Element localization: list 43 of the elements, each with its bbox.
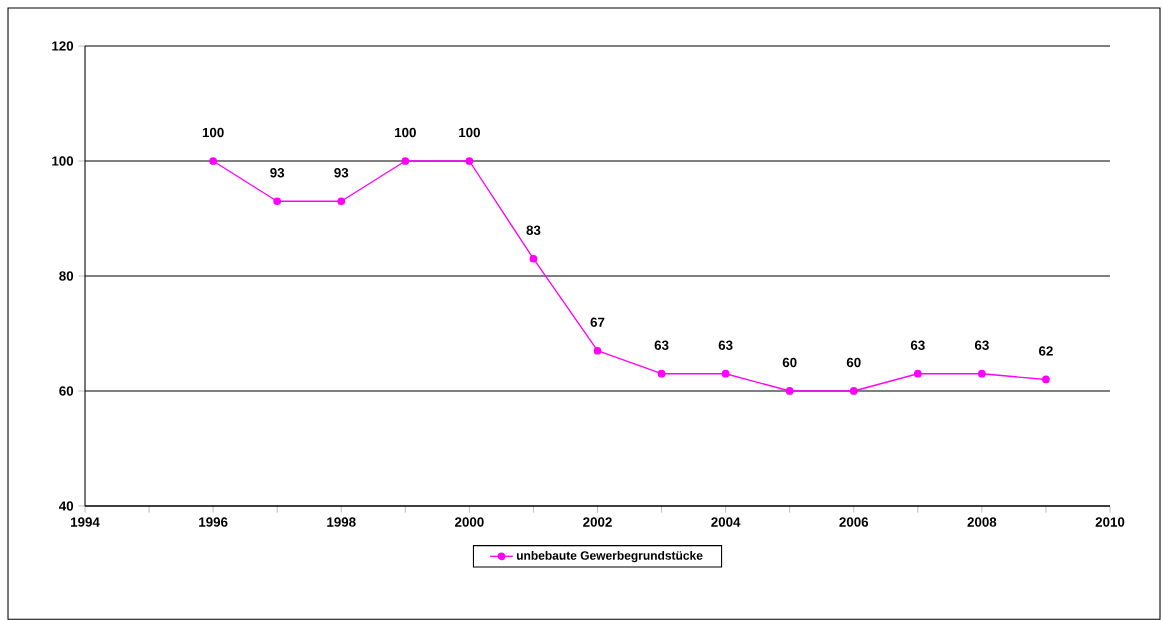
point	[593, 346, 602, 355]
x-tick-label: 2002	[583, 517, 612, 527]
x-tick-label: 2000	[455, 517, 484, 527]
point	[401, 157, 410, 165]
point	[721, 369, 730, 378]
data-label: 100	[459, 127, 480, 138]
point	[978, 369, 986, 378]
point	[913, 369, 922, 378]
data-label: 100	[202, 127, 224, 138]
y-tick-label: 60	[59, 386, 74, 396]
point	[273, 197, 282, 206]
point	[1042, 375, 1050, 384]
point	[529, 254, 538, 263]
point	[849, 387, 858, 395]
x-tick-label: 2008	[967, 517, 997, 527]
data-label: 62	[1039, 346, 1053, 356]
data-label: 83	[526, 225, 541, 235]
data-label: 63	[718, 340, 733, 350]
data-label: 60	[782, 357, 797, 368]
data-label: 93	[270, 168, 285, 178]
data-label: 93	[334, 168, 349, 178]
point	[465, 157, 474, 165]
y-tick-label: 120	[52, 41, 74, 51]
x-tick-label: 1996	[199, 517, 228, 527]
data-label: 63	[654, 340, 669, 350]
x-tick-label: 2006	[839, 517, 869, 527]
data-label: 100	[395, 127, 416, 138]
data-label: 63	[974, 340, 989, 350]
point	[209, 157, 218, 165]
x-tick-label: 2010	[1095, 517, 1125, 527]
y-tick-label: 80	[59, 271, 74, 281]
data-label: 67	[590, 317, 605, 327]
legend-label: unbebaute Gewerbegrundstücke	[516, 550, 703, 563]
data-label: 60	[846, 357, 861, 368]
data-label: 63	[910, 340, 925, 350]
y-tick-label: 40	[59, 501, 74, 511]
point	[785, 387, 794, 395]
x-tick-label: 1998	[327, 517, 356, 527]
x-tick-label: 1994	[71, 517, 100, 527]
y-tick-label: 100	[52, 156, 74, 166]
point	[657, 369, 666, 378]
point	[337, 197, 346, 206]
x-tick-label: 2004	[711, 517, 741, 527]
